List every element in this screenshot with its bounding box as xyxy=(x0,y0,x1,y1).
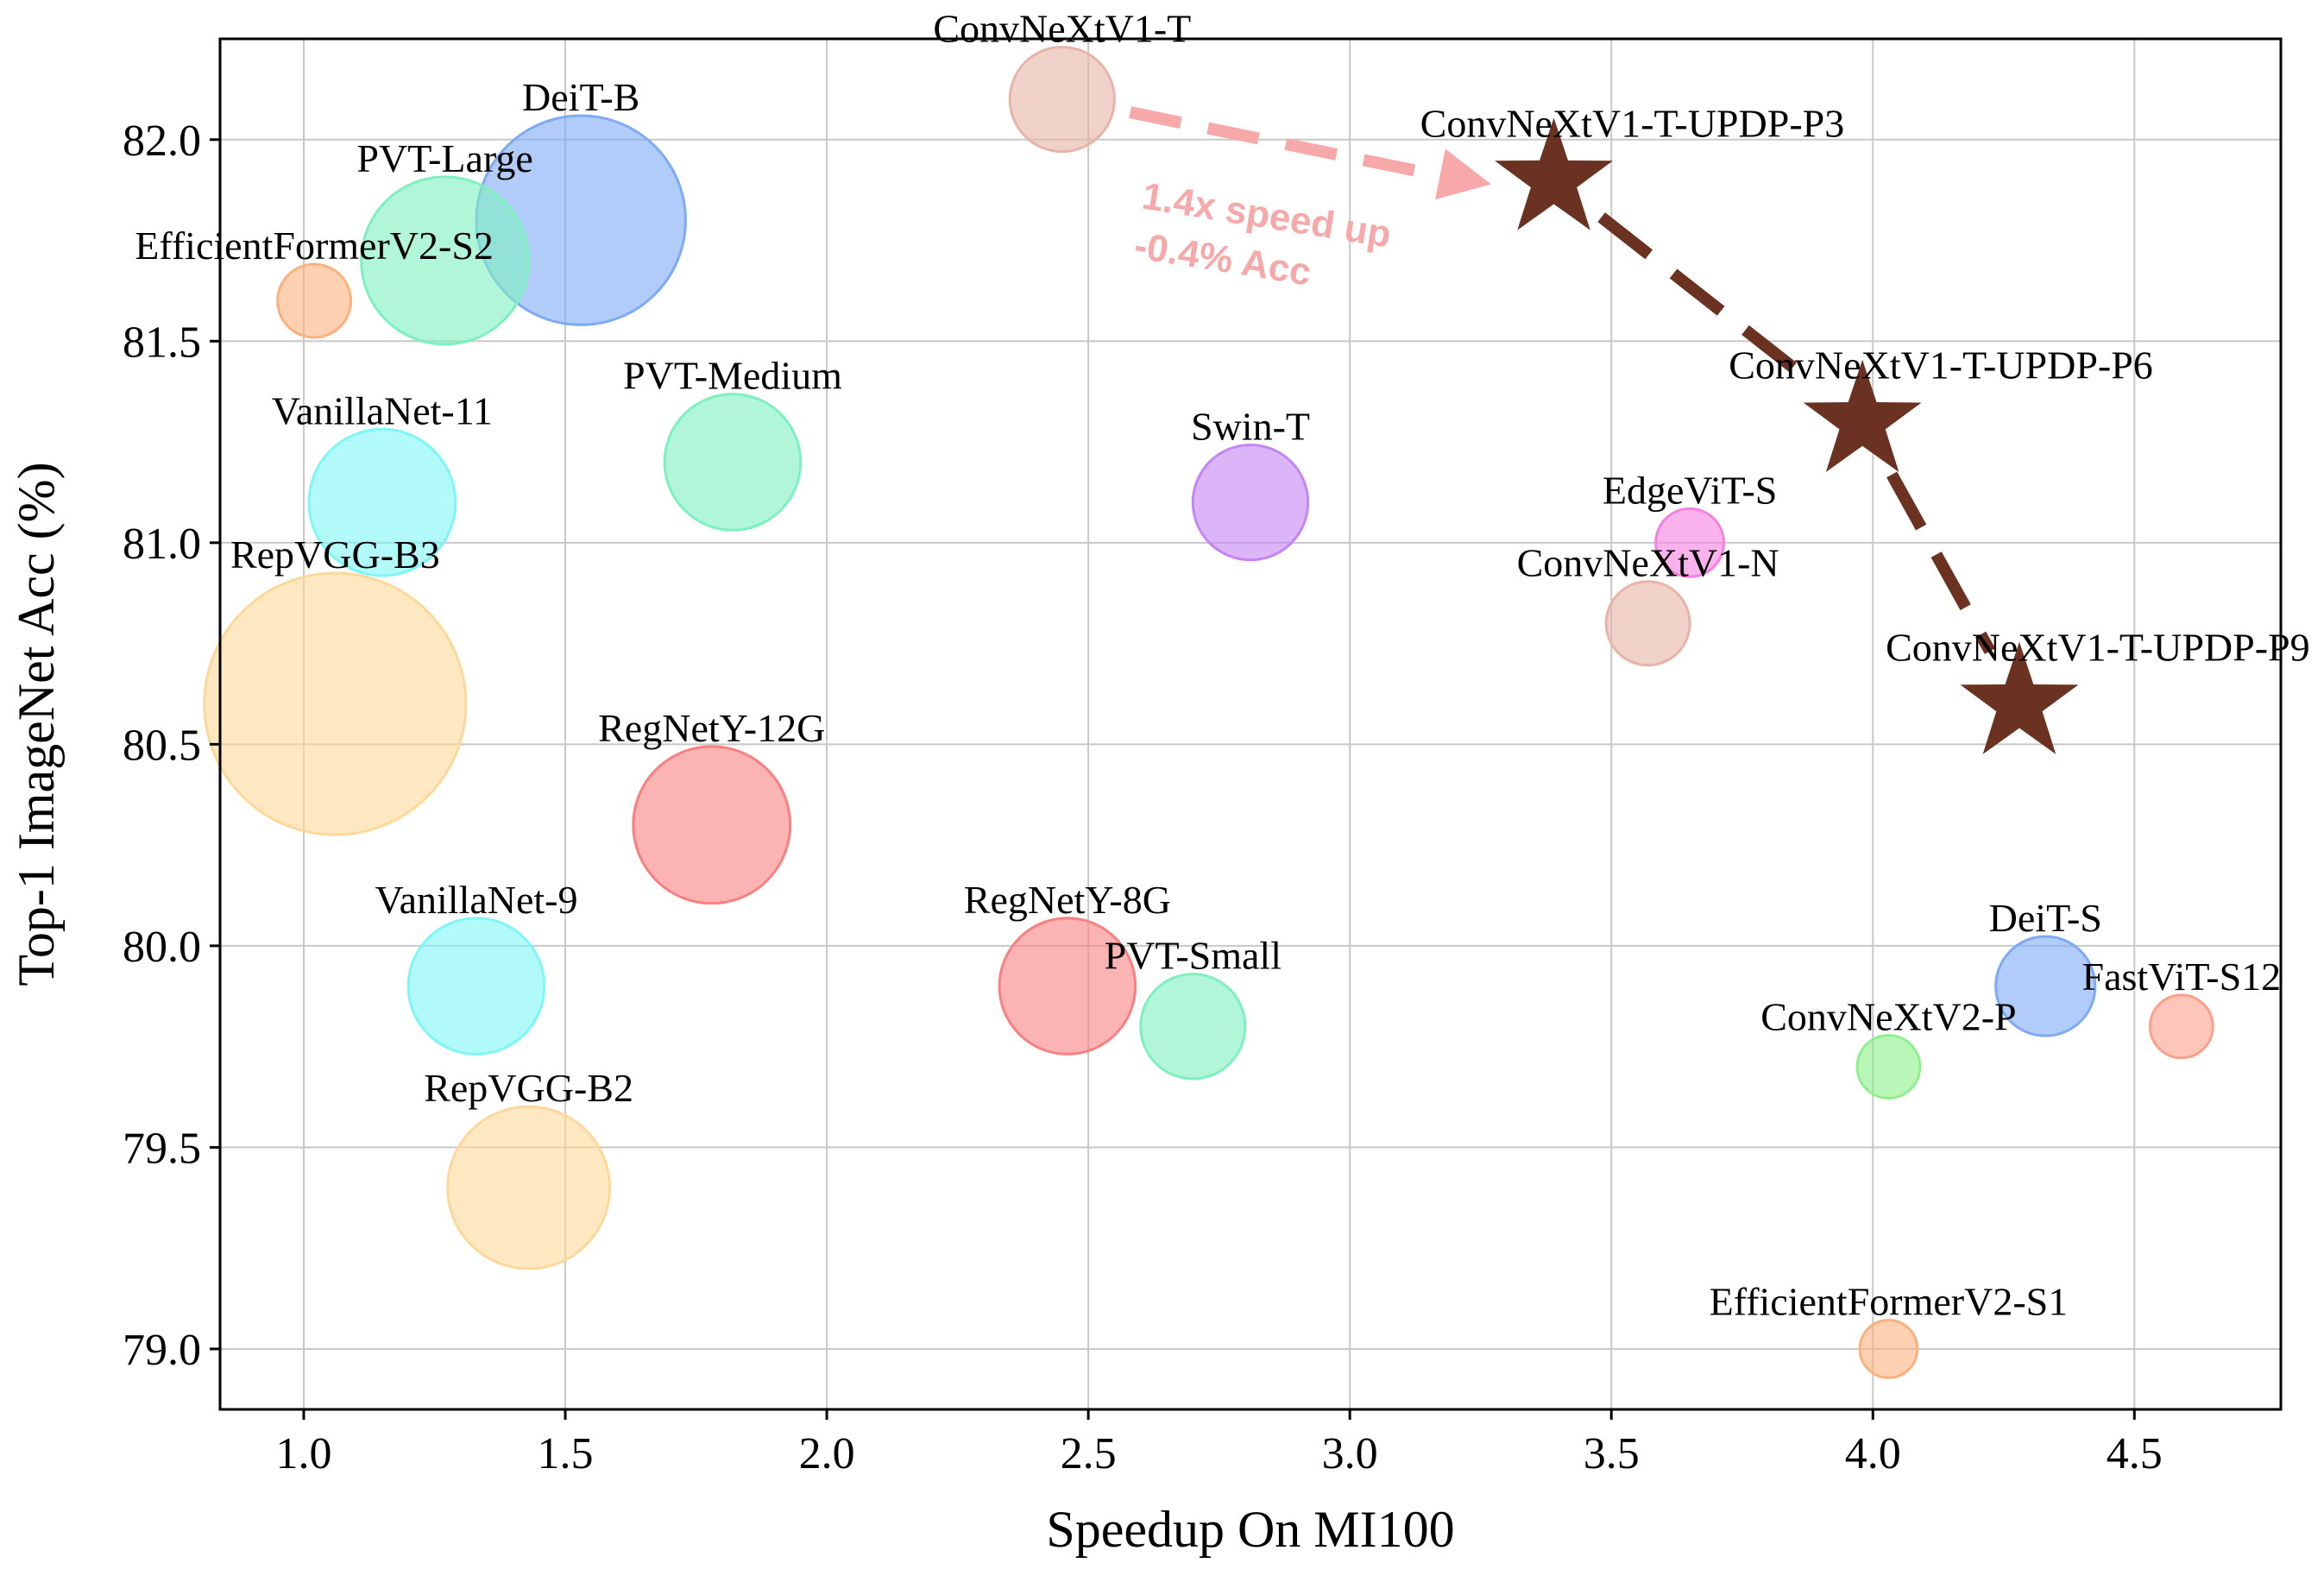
bubble-layer xyxy=(203,45,2214,1379)
label-layer: 1.4x speed up-0.4% Acc ConvNeXtV1-T DeiT-B… xyxy=(135,6,2309,1323)
bubble-label: PVT-Large xyxy=(356,136,532,180)
bubble-marker xyxy=(276,262,353,339)
axes-layer: 1.0 1.5 2.0 2.5 3.0 3.5 4.0 4.5 79.0 79.5 80.0 80.5… xyxy=(8,37,2283,1558)
bubble-label: EfficientFormerV2-S2 xyxy=(135,224,494,268)
bubble-marker xyxy=(1994,935,2097,1037)
bubble-label: EfficientFormerV2-S1 xyxy=(1710,1280,2069,1324)
bubble-label: ConvNeXtV1-T xyxy=(933,6,1191,50)
star-label: ConvNeXtV1-T-UPDP-P3 xyxy=(1420,101,1845,145)
annotation-arrow-head xyxy=(1435,148,1491,200)
bubble-marker xyxy=(1858,1319,1919,1379)
bubble-marker xyxy=(203,571,468,836)
star-trend-line xyxy=(1886,471,1996,654)
bubble-label: PVT-Medium xyxy=(623,354,842,398)
bubble-marker xyxy=(2148,993,2214,1060)
bubble-label: Swin-T xyxy=(1191,404,1310,448)
bubble-marker xyxy=(1139,973,1247,1081)
star-marker xyxy=(1495,117,1614,230)
annotation-text-group: 1.4x speed up-0.4% Acc xyxy=(1131,175,1394,294)
annotation-arrow-shaft xyxy=(1129,106,1467,187)
bubble-label: ConvNeXtV2-P xyxy=(1760,995,2016,1039)
y-tick-label: 81.0 xyxy=(123,520,201,569)
x-tick-label: 4.0 xyxy=(1845,1429,1901,1478)
plot-frame xyxy=(218,37,2283,1411)
y-tick-label: 82.0 xyxy=(123,117,201,166)
star-trend-line xyxy=(1597,212,1819,390)
star-marker xyxy=(1803,359,1922,472)
bubble-marker xyxy=(663,393,803,532)
bubble-label: VanillaNet-11 xyxy=(272,388,493,432)
star-label: ConvNeXtV1-T-UPDP-P9 xyxy=(1886,626,2310,670)
y-tick-label: 79.0 xyxy=(123,1326,201,1375)
bubble-marker xyxy=(446,1105,612,1270)
x-tick-label: 1.0 xyxy=(275,1429,331,1478)
trend-line-layer xyxy=(1129,106,1996,654)
bubble-marker xyxy=(632,745,792,905)
bubble-marker xyxy=(307,427,457,577)
bubble-label: RepVGG-B2 xyxy=(424,1066,633,1110)
x-tick-label: 4.5 xyxy=(2107,1429,2163,1478)
x-tick-label: 1.5 xyxy=(538,1429,594,1478)
y-tick-label: 79.5 xyxy=(123,1124,201,1173)
bubble-marker xyxy=(998,917,1137,1056)
bubble-marker xyxy=(1008,45,1116,154)
bubble-label: VanillaNet-9 xyxy=(375,878,577,922)
x-tick-label: 2.5 xyxy=(1061,1429,1117,1478)
bubble-label: ConvNeXtV1-N xyxy=(1517,541,1779,585)
bubble-marker xyxy=(1654,507,1726,578)
bubble-label: RegNetY-8G xyxy=(964,878,1171,922)
star-label: ConvNeXtV1-T-UPDP-P6 xyxy=(1729,344,2153,388)
bubble-label: EdgeViT-S xyxy=(1603,468,1778,512)
x-axis-label: Speedup On MI100 xyxy=(1046,1501,1454,1558)
x-tick-label: 2.0 xyxy=(799,1429,855,1478)
bubble-marker xyxy=(360,175,531,346)
y-axis-label: Top-1 ImageNet Acc (%) xyxy=(8,462,65,986)
bubble-marker xyxy=(1855,1034,1922,1100)
bubble-label: RepVGG-B3 xyxy=(230,533,440,577)
bubble-label: DeiT-S xyxy=(1989,896,2102,940)
bubble-label: PVT-Small xyxy=(1105,934,1282,978)
star-marker xyxy=(1960,641,2079,754)
bubble-label: DeiT-B xyxy=(522,75,639,119)
y-tick-label: 80.0 xyxy=(123,923,201,972)
bubble-marker xyxy=(1604,580,1691,667)
x-tick-label: 3.5 xyxy=(1584,1429,1640,1478)
y-tick-label: 81.5 xyxy=(123,318,201,367)
x-tick-label: 3.0 xyxy=(1322,1429,1378,1478)
bubble-marker xyxy=(1191,443,1310,562)
star-layer xyxy=(1495,117,2079,754)
bubble-label: RegNetY-12G xyxy=(598,706,825,750)
y-tick-label: 80.5 xyxy=(123,721,201,770)
bubble-label: FastViT-S12 xyxy=(2082,955,2281,999)
bubble-marker xyxy=(406,917,546,1056)
